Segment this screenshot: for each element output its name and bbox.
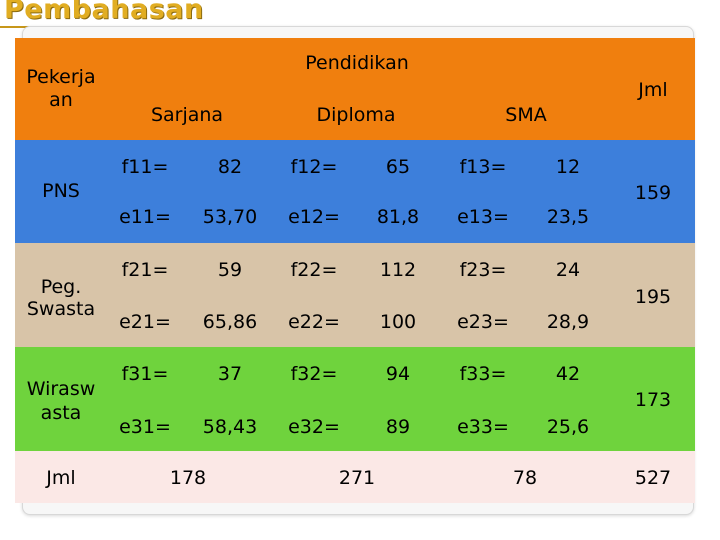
f33-value: 42	[555, 363, 581, 385]
f11-value: 82	[217, 156, 243, 178]
e32-value: 89	[385, 416, 411, 438]
f12-value: 65	[385, 156, 411, 178]
e22-key: e22=	[288, 311, 340, 333]
e32-key: e32=	[288, 416, 340, 438]
row-total	[15, 451, 695, 503]
f21-value: 59	[217, 259, 243, 281]
total-wiraswasta: 173	[634, 389, 672, 411]
e12-value: 81,8	[376, 206, 420, 228]
header-jml: Jml	[638, 79, 668, 101]
f13-key: f13=	[459, 156, 507, 178]
e13-value: 23,5	[546, 206, 590, 228]
f12-key: f12=	[290, 156, 338, 178]
e23-key: e23=	[457, 311, 509, 333]
row-label-pns: PNS	[42, 180, 80, 202]
f31-value: 37	[217, 363, 243, 385]
header-pekerjaan-line1: Pekerja	[26, 66, 96, 88]
f22-key: f22=	[290, 259, 338, 281]
total-swasta: 195	[634, 286, 672, 308]
row-label-swasta-line1: Peg.	[40, 276, 82, 298]
total-pns: 159	[634, 182, 672, 204]
header-pekerjaan-line2: an	[49, 89, 73, 111]
row-peg-swasta	[15, 243, 695, 347]
e12-key: e12=	[288, 206, 340, 228]
header-pendidikan: Pendidikan	[305, 52, 409, 74]
e11-key: e11=	[119, 206, 171, 228]
header-sarjana: Sarjana	[150, 104, 224, 126]
footer-label-jml: Jml	[46, 467, 76, 489]
f23-key: f23=	[459, 259, 507, 281]
e33-key: e33=	[457, 416, 509, 438]
e31-key: e31=	[119, 416, 171, 438]
e21-value: 65,86	[202, 311, 258, 333]
row-label-swasta-line2: Swasta	[26, 298, 96, 320]
slide-title: Pembahasan	[4, 0, 204, 25]
f11-key: f11=	[121, 156, 169, 178]
e31-value: 58,43	[202, 416, 258, 438]
f31-key: f31=	[121, 363, 169, 385]
header-row	[15, 38, 695, 140]
e33-value: 25,6	[546, 416, 590, 438]
e11-value: 53,70	[202, 206, 258, 228]
header-sma: SMA	[505, 104, 547, 126]
e13-key: e13=	[457, 206, 509, 228]
row-label-wiraswasta-line2: asta	[40, 402, 82, 424]
f21-key: f21=	[121, 259, 169, 281]
row-label-wiraswasta-line1: Wirasw	[26, 378, 96, 400]
row-pns	[15, 140, 695, 243]
header-diploma: Diploma	[316, 104, 396, 126]
total-diploma: 271	[338, 467, 376, 489]
f32-key: f32=	[290, 363, 338, 385]
e23-value: 28,9	[546, 311, 590, 333]
row-wiraswasta	[15, 347, 695, 451]
f23-value: 24	[555, 259, 581, 281]
total-sma: 78	[512, 467, 538, 489]
e22-value: 100	[379, 311, 417, 333]
total-sarjana: 178	[169, 467, 207, 489]
grand-total: 527	[634, 467, 672, 489]
f22-value: 112	[379, 259, 417, 281]
f13-value: 12	[555, 156, 581, 178]
e21-key: e21=	[119, 311, 171, 333]
f32-value: 94	[385, 363, 411, 385]
f33-key: f33=	[459, 363, 507, 385]
